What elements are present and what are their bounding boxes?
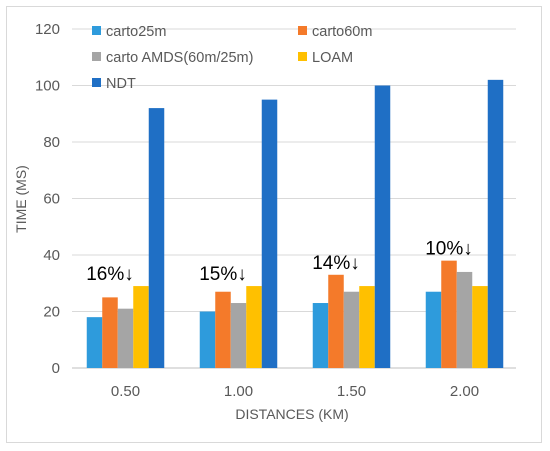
- bar-carto60m-0.50: [102, 297, 118, 368]
- legend-label: LOAM: [312, 50, 353, 66]
- percent-annotation: 10%↓: [425, 239, 473, 260]
- bar-carto-amds-60m-25m--2.00: [456, 271, 473, 368]
- bar-carto60m-1.50: [328, 274, 344, 368]
- bar-carto25m-0.50: [86, 317, 103, 368]
- bar-ndt-1.50: [374, 85, 391, 368]
- y-tick-label: 60: [43, 191, 60, 208]
- percent-annotation: 14%↓: [312, 253, 360, 274]
- annotations: 16%↓ 15%↓ 14%↓ 10%↓: [86, 239, 473, 285]
- legend-swatch: [298, 26, 307, 35]
- x-tick-label: 2.00: [450, 383, 479, 400]
- x-tick-label: 0.50: [111, 383, 140, 400]
- x-tick-label: 1.50: [337, 383, 366, 400]
- y-axis-ticks: 0 20 40 60 80 100 120: [35, 21, 60, 377]
- bars: [86, 79, 504, 368]
- x-axis-ticks: 0.50 1.00 1.50 2.00: [111, 383, 479, 400]
- legend-label: carto25m: [106, 24, 166, 40]
- percent-annotation: 16%↓: [86, 264, 134, 285]
- legend: carto25m carto60m carto AMDS(60m/25m) LOAM N…: [92, 24, 372, 92]
- bar-loam-1.50: [359, 286, 375, 368]
- y-axis-title: TIME (MS): [13, 165, 29, 233]
- bar-carto25m-1.00: [199, 311, 216, 368]
- bar-loam-1.00: [246, 286, 262, 368]
- legend-label: NDT: [106, 76, 136, 92]
- bar-carto-amds-60m-25m--0.50: [117, 308, 134, 368]
- bar-loam-0.50: [133, 286, 149, 368]
- legend-label: carto AMDS(60m/25m): [106, 50, 253, 66]
- y-tick-label: 0: [52, 360, 60, 377]
- bar-loam-2.00: [472, 286, 488, 368]
- y-tick-label: 80: [43, 134, 60, 151]
- legend-swatch: [298, 52, 307, 61]
- bar-ndt-2.00: [487, 79, 504, 368]
- y-tick-label: 20: [43, 304, 60, 321]
- x-axis-title: DISTANCES (KM): [235, 406, 348, 422]
- bar-carto25m-2.00: [425, 291, 442, 368]
- legend-swatch: [92, 52, 101, 61]
- legend-swatch: [92, 78, 101, 87]
- bar-carto60m-2.00: [441, 260, 457, 368]
- bar-carto25m-1.50: [312, 303, 329, 368]
- bar-carto-amds-60m-25m--1.50: [343, 291, 360, 368]
- bar-ndt-0.50: [148, 108, 165, 368]
- bar-carto60m-1.00: [215, 291, 231, 368]
- bar-carto-amds-60m-25m--1.00: [230, 303, 247, 368]
- y-tick-label: 40: [43, 247, 60, 264]
- y-tick-label: 120: [35, 21, 60, 38]
- legend-label: carto60m: [312, 24, 372, 40]
- x-tick-label: 1.00: [224, 383, 253, 400]
- y-tick-label: 100: [35, 78, 60, 95]
- legend-swatch: [92, 26, 101, 35]
- percent-annotation: 15%↓: [199, 264, 247, 285]
- bar-ndt-1.00: [261, 99, 278, 368]
